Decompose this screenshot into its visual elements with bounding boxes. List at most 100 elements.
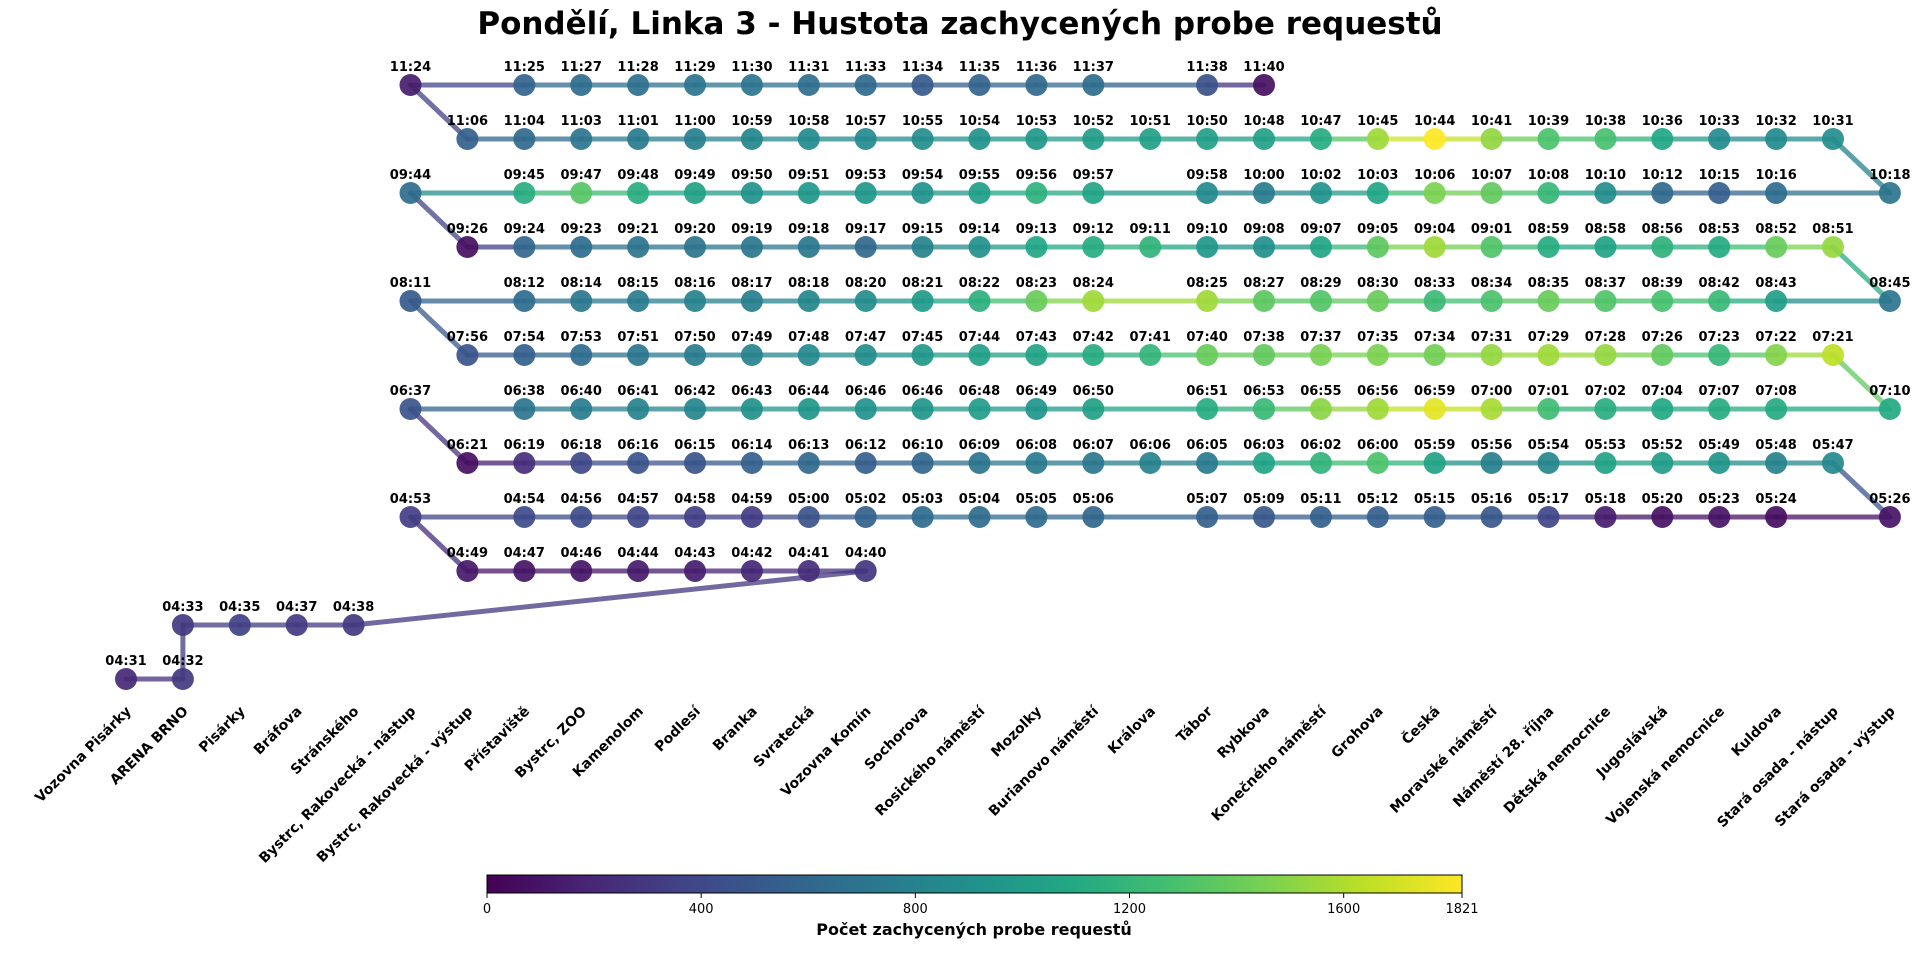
stop-point bbox=[1537, 182, 1560, 204]
time-label: 08:18 bbox=[788, 276, 829, 291]
time-label: 11:40 bbox=[1243, 60, 1284, 75]
time-label: 10:39 bbox=[1528, 114, 1569, 129]
stop-point bbox=[1025, 452, 1048, 474]
stop-point bbox=[1309, 398, 1332, 420]
stop-point bbox=[1423, 452, 1446, 474]
time-labels-layer: 04:31 04:32 04:33 04:35 04:37 04:38 04:40 04:41… bbox=[105, 60, 1910, 669]
stop-label: Vojenská nemocnice bbox=[1603, 704, 1728, 829]
time-label: 06:51 bbox=[1186, 384, 1227, 399]
time-label: 11:38 bbox=[1186, 60, 1227, 75]
time-label: 08:14 bbox=[561, 276, 602, 291]
time-label: 10:41 bbox=[1471, 114, 1512, 129]
stop-point bbox=[513, 182, 536, 204]
colorbar: 0 400 800 1200 1600 1821 Počet zachycených pr… bbox=[483, 874, 1479, 939]
time-label: 10:50 bbox=[1186, 114, 1227, 129]
time-label: 06:18 bbox=[561, 438, 602, 453]
stop-point bbox=[1651, 236, 1674, 258]
time-label: 10:08 bbox=[1528, 168, 1569, 183]
stop-point bbox=[171, 668, 194, 690]
stop-point bbox=[1196, 344, 1219, 366]
stop-point bbox=[1878, 290, 1901, 312]
stop-point bbox=[1253, 506, 1275, 528]
stop-point bbox=[684, 506, 706, 528]
stop-point bbox=[627, 128, 650, 150]
time-label: 04:43 bbox=[674, 546, 715, 561]
stop-point bbox=[570, 452, 593, 474]
stop-point bbox=[1253, 182, 1275, 204]
time-label: 05:11 bbox=[1300, 492, 1341, 507]
time-label: 06:46 bbox=[902, 384, 943, 399]
stop-point bbox=[1025, 182, 1048, 204]
stop-point bbox=[1253, 128, 1275, 150]
time-label: 06:07 bbox=[1073, 438, 1114, 453]
stop-point bbox=[1082, 74, 1105, 96]
chart-title: Pondělí, Linka 3 - Hustota zachycených p… bbox=[477, 6, 1442, 42]
stop-point bbox=[684, 182, 706, 204]
time-label: 08:17 bbox=[731, 276, 772, 291]
trip-connector bbox=[408, 190, 470, 250]
stop-point bbox=[570, 236, 593, 258]
stop-point bbox=[1309, 182, 1332, 204]
stop-point bbox=[1423, 506, 1446, 528]
time-label: 04:33 bbox=[162, 600, 203, 615]
stop-point bbox=[1822, 344, 1844, 366]
time-label: 06:38 bbox=[504, 384, 545, 399]
time-label: 06:40 bbox=[561, 384, 602, 399]
time-label: 08:21 bbox=[902, 276, 943, 291]
stop-label: Stará osada - výstup bbox=[1772, 704, 1899, 831]
stop-point bbox=[1708, 344, 1731, 366]
stop-point bbox=[456, 128, 479, 150]
time-label: 10:54 bbox=[959, 114, 1000, 129]
stop-point bbox=[911, 344, 934, 366]
stop-point bbox=[740, 236, 763, 258]
trip-connector bbox=[1830, 352, 1893, 412]
stop-point bbox=[1025, 74, 1048, 96]
stop-point bbox=[570, 344, 593, 366]
stop-point bbox=[456, 236, 479, 258]
time-label: 08:20 bbox=[845, 276, 886, 291]
stop-point bbox=[570, 74, 593, 96]
stop-point bbox=[684, 452, 706, 474]
time-label: 09:07 bbox=[1300, 222, 1341, 237]
stop-point bbox=[684, 560, 706, 582]
time-label: 06:43 bbox=[731, 384, 772, 399]
stop-point bbox=[1537, 506, 1560, 528]
stop-point bbox=[1765, 236, 1788, 258]
stop-point bbox=[1594, 182, 1617, 204]
time-label: 11:01 bbox=[617, 114, 658, 129]
stop-label: Mozolky bbox=[988, 704, 1045, 761]
time-label: 09:21 bbox=[617, 222, 658, 237]
stop-point bbox=[1651, 290, 1674, 312]
stop-point bbox=[1139, 128, 1162, 150]
stop-point bbox=[1196, 182, 1219, 204]
stop-point bbox=[456, 452, 479, 474]
time-label: 07:23 bbox=[1699, 330, 1740, 345]
stop-point bbox=[1253, 74, 1275, 96]
time-label: 09:54 bbox=[902, 168, 943, 183]
stop-label: Konečného náměstí bbox=[1209, 703, 1331, 825]
stop-point bbox=[1594, 128, 1617, 150]
stop-point bbox=[570, 182, 593, 204]
stop-point bbox=[399, 74, 422, 96]
trip-connector bbox=[1830, 244, 1893, 304]
stop-point bbox=[797, 506, 820, 528]
time-label: 05:59 bbox=[1414, 438, 1455, 453]
stop-point bbox=[968, 236, 991, 258]
time-label: 07:21 bbox=[1812, 330, 1853, 345]
time-label: 06:05 bbox=[1186, 438, 1227, 453]
stop-point bbox=[1594, 452, 1617, 474]
stop-point bbox=[911, 290, 934, 312]
time-label: 09:05 bbox=[1357, 222, 1398, 237]
time-label: 07:02 bbox=[1585, 384, 1626, 399]
stop-point bbox=[797, 236, 820, 258]
time-label: 09:57 bbox=[1073, 168, 1114, 183]
time-label: 07:01 bbox=[1528, 384, 1569, 399]
time-label: 10:06 bbox=[1414, 168, 1455, 183]
time-label: 09:48 bbox=[617, 168, 658, 183]
stop-point bbox=[911, 506, 934, 528]
stop-point bbox=[1878, 182, 1901, 204]
stop-point bbox=[513, 560, 536, 582]
stop-point bbox=[1082, 398, 1105, 420]
time-label: 05:09 bbox=[1243, 492, 1284, 507]
time-label: 10:32 bbox=[1755, 114, 1796, 129]
